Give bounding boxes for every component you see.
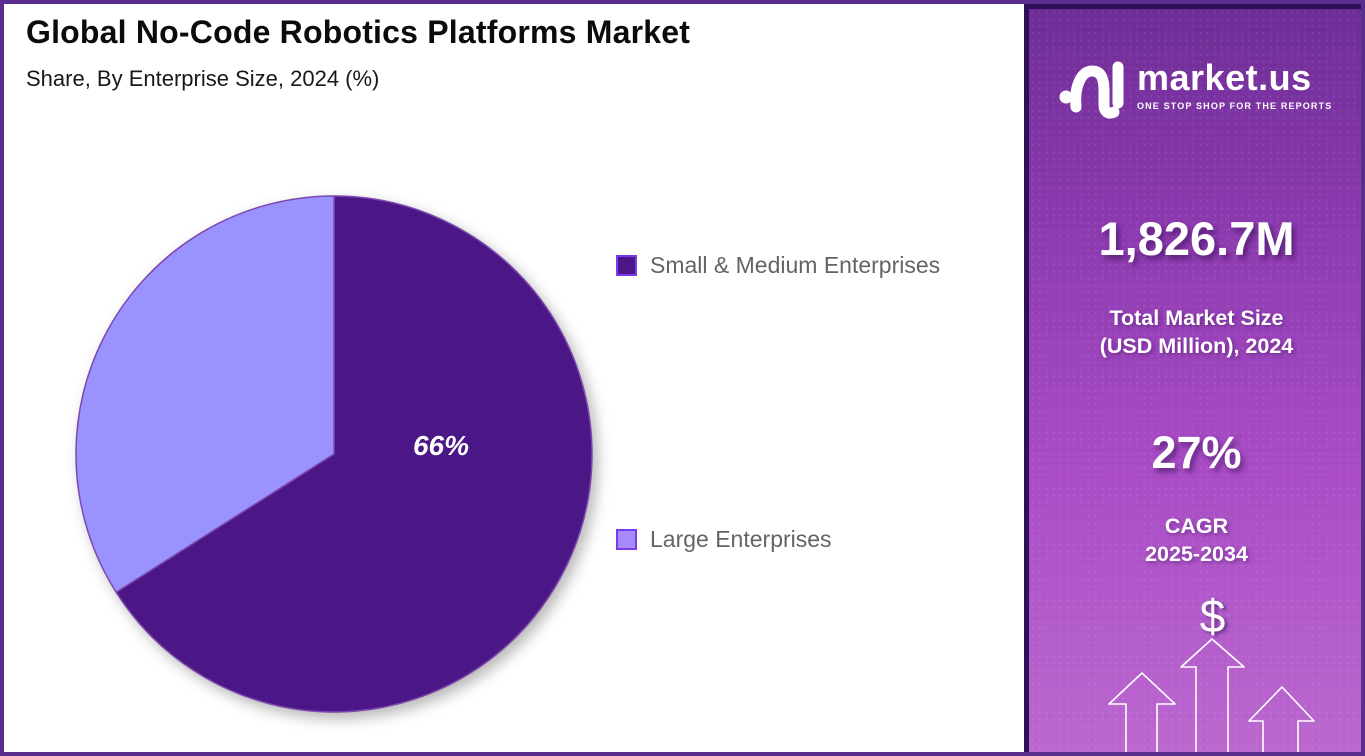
cagr-label: CAGR 2025-2034 bbox=[1029, 513, 1361, 569]
pie-slice bbox=[75, 195, 335, 594]
growth-arrows-icon bbox=[1108, 638, 1315, 752]
pie-chart-svg: 66% bbox=[75, 195, 593, 713]
marketus-logo: market.us ONE STOP SHOP FOR THE REPORTS bbox=[1059, 59, 1332, 126]
total-market-size-label: Total Market Size (USD Million), 2024 bbox=[1029, 305, 1361, 361]
sidebar: market.us ONE STOP SHOP FOR THE REPORTS … bbox=[1024, 4, 1361, 752]
page-subtitle: Share, By Enterprise Size, 2024 (%) bbox=[26, 66, 380, 91]
marketus-logo-icon bbox=[1059, 59, 1125, 126]
total-market-size-value: 1,826.7M bbox=[1098, 212, 1295, 265]
brand-tagline: ONE STOP SHOP FOR THE REPORTS bbox=[1137, 100, 1333, 111]
pie-chart: 66% bbox=[68, 188, 600, 720]
cagr-label-line2: 2025-2034 bbox=[1145, 541, 1248, 566]
brand-name: market.us bbox=[1137, 57, 1312, 98]
legend-swatch-small-medium-icon bbox=[616, 255, 637, 276]
page-title: Global No-Code Robotics Platforms Market bbox=[26, 14, 691, 50]
legend-label: Large Enterprises bbox=[650, 526, 832, 552]
cagr-value: 27% bbox=[1151, 427, 1242, 478]
total-market-size-label-line2: (USD Million), 2024 bbox=[1099, 333, 1294, 358]
pie-slice-label: 66% bbox=[413, 430, 469, 461]
pie-slice bbox=[115, 195, 593, 713]
marketus-logo-text: market.us ONE STOP SHOP FOR THE REPORTS bbox=[1137, 59, 1332, 111]
total-market-size-label-line1: Total Market Size bbox=[1109, 306, 1284, 330]
cagr-label-line1: CAGR bbox=[1164, 514, 1229, 538]
pie-slices bbox=[75, 195, 593, 713]
legend-swatch-large-icon bbox=[616, 529, 637, 550]
legend-item-small-medium-enterprises: Small & Medium Enterprises bbox=[616, 252, 940, 279]
legend-label: Small & Medium Enterprises bbox=[650, 252, 941, 278]
legend-item-large-enterprises: Large Enterprises bbox=[616, 526, 832, 553]
dollar-icon: $ bbox=[1199, 590, 1226, 642]
chart-area: Global No-Code Robotics Platforms Market… bbox=[4, 4, 1024, 752]
